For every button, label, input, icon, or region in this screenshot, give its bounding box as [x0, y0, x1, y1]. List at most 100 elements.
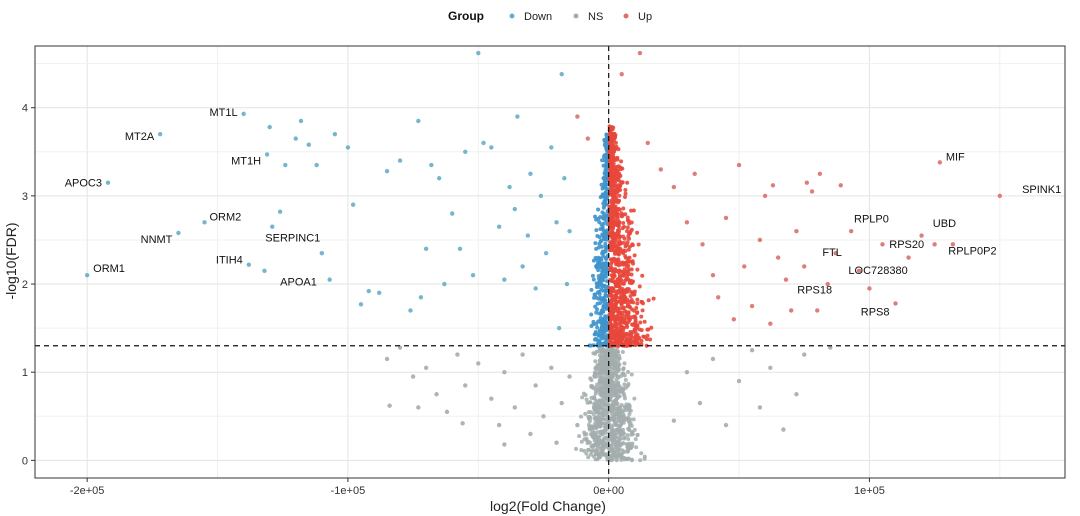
point-up: [617, 277, 622, 282]
point-ns: [590, 428, 595, 433]
point-ns: [591, 396, 596, 401]
point-down: [476, 50, 481, 56]
point-up: [997, 193, 1003, 199]
point-ns: [584, 432, 589, 437]
point-ns: [600, 346, 605, 351]
point-ns: [616, 447, 621, 452]
point-ns: [609, 432, 614, 437]
point-ns: [606, 438, 611, 443]
point-ns: [627, 404, 632, 409]
gene-label: RPS20: [889, 239, 924, 251]
point-ns: [593, 351, 598, 356]
legend-key-ns: [573, 13, 579, 19]
gene-label: MIF: [946, 151, 965, 163]
point-down: [600, 262, 605, 267]
point-up: [612, 220, 617, 225]
point-up: [609, 232, 614, 237]
point-ns: [622, 361, 627, 366]
point-down: [567, 228, 572, 234]
point-down: [602, 203, 607, 208]
point-up: [618, 319, 623, 324]
point-up: [621, 305, 626, 310]
point-up: [789, 308, 794, 313]
point-up: [625, 240, 630, 245]
gene-label: RPLP0: [854, 213, 889, 225]
point-up: [634, 333, 639, 338]
point-ns: [410, 374, 416, 379]
point-ns: [444, 409, 450, 415]
point-up: [802, 264, 807, 269]
point-up: [637, 336, 642, 341]
point-ns: [633, 437, 638, 442]
point-up: [937, 160, 943, 165]
point-up: [645, 333, 650, 338]
point-ns: [434, 392, 439, 397]
point-ns: [602, 428, 607, 433]
point-up: [639, 338, 644, 343]
point-up: [627, 244, 632, 249]
point-up: [615, 228, 620, 233]
point-up: [775, 255, 781, 260]
point-ns: [631, 417, 636, 422]
point-down: [603, 241, 608, 246]
point-down: [594, 228, 599, 233]
point-up: [616, 332, 621, 337]
point-ns: [621, 441, 626, 446]
point-down: [554, 220, 559, 225]
point-ns: [577, 434, 582, 439]
point-ns: [624, 442, 629, 447]
point-down: [601, 216, 606, 221]
point-up: [636, 242, 641, 247]
point-ns: [590, 385, 595, 390]
point-up: [825, 281, 830, 287]
point-ns: [463, 383, 468, 388]
point-ns: [611, 449, 616, 454]
point-up: [770, 183, 776, 188]
point-up: [783, 277, 789, 282]
point-up: [616, 224, 621, 229]
point-ns: [614, 427, 619, 432]
point-down: [463, 149, 468, 154]
point-up: [618, 329, 623, 334]
point-up: [617, 338, 622, 343]
point-down: [470, 273, 476, 278]
point-down: [293, 136, 298, 141]
point-ns: [794, 392, 799, 397]
point-ns: [625, 433, 630, 438]
point-ns: [489, 396, 494, 401]
y-axis-title: -log10(FDR): [3, 222, 19, 299]
gene-label: ORM2: [209, 211, 241, 223]
point-up: [622, 332, 627, 337]
point-ns: [618, 432, 623, 437]
point-up: [613, 248, 618, 253]
point-down: [416, 118, 421, 124]
point-up: [616, 183, 621, 188]
point-down: [596, 333, 601, 338]
point-ns: [605, 443, 610, 448]
point-up: [658, 167, 664, 172]
point-down: [591, 319, 596, 324]
point-up: [629, 332, 634, 337]
point-ns: [594, 448, 599, 453]
point-down: [592, 292, 597, 297]
point-ns: [616, 349, 621, 354]
point-ns: [736, 378, 742, 384]
point-ns: [625, 383, 630, 388]
point-ns: [620, 419, 625, 424]
point-down: [599, 297, 604, 302]
point-ns: [606, 393, 611, 398]
gene-label: LOC728380: [848, 265, 907, 277]
point-down: [596, 216, 601, 221]
point-ns: [632, 396, 637, 401]
point-ns: [634, 445, 639, 450]
point-ns: [594, 439, 599, 444]
point-up: [617, 236, 622, 241]
point-up: [640, 301, 645, 306]
point-ns: [611, 371, 616, 376]
point-down: [601, 221, 606, 226]
point-ns: [600, 393, 605, 398]
point-ns: [638, 458, 643, 463]
point-up: [646, 327, 651, 332]
point-down: [603, 326, 608, 331]
point-up: [794, 228, 799, 234]
